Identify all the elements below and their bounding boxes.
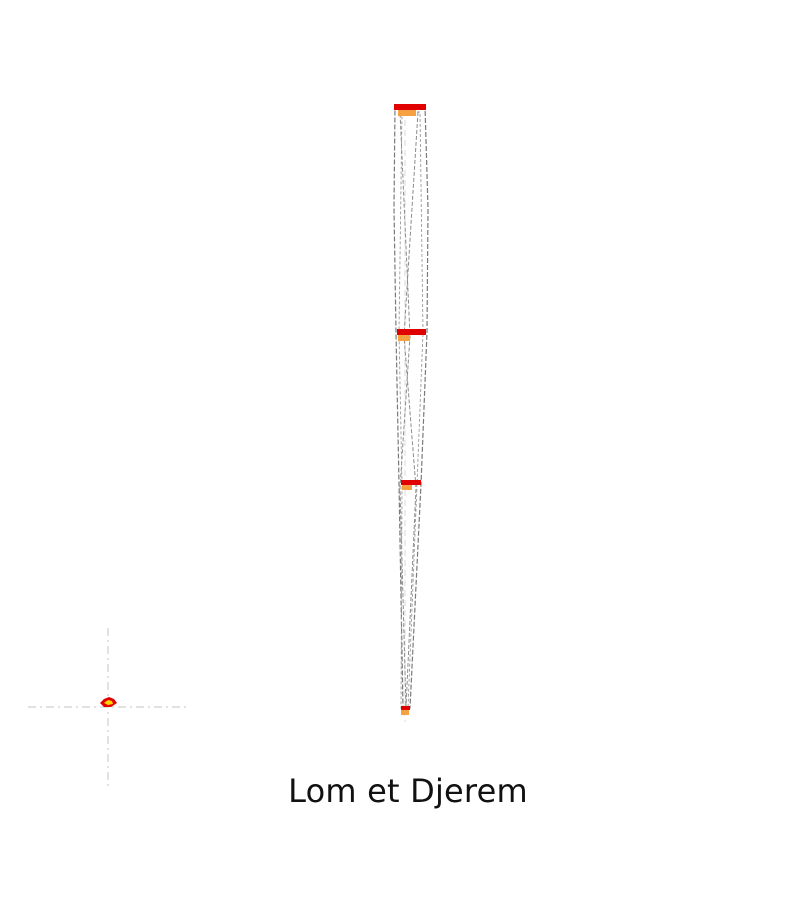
highlight-mid-orange bbox=[398, 335, 410, 341]
highlight-lower-red bbox=[401, 480, 421, 485]
highlight-bottom-red bbox=[401, 706, 410, 710]
location-marker-highlight bbox=[104, 700, 113, 705]
region-outline-outer bbox=[393, 105, 429, 709]
highlight-bottom-orange bbox=[401, 710, 409, 715]
region-outline-inner bbox=[399, 111, 419, 709]
highlight-lower-orange bbox=[402, 485, 412, 490]
map-feature bbox=[393, 104, 429, 722]
highlight-mid-red bbox=[397, 329, 426, 335]
region-name-label: Lom et Djerem bbox=[288, 772, 528, 810]
region-outline-secondary bbox=[398, 111, 424, 709]
highlight-top-red bbox=[394, 104, 426, 110]
highlight-top-orange bbox=[398, 110, 416, 116]
crosshair-locator-icon bbox=[28, 628, 190, 790]
